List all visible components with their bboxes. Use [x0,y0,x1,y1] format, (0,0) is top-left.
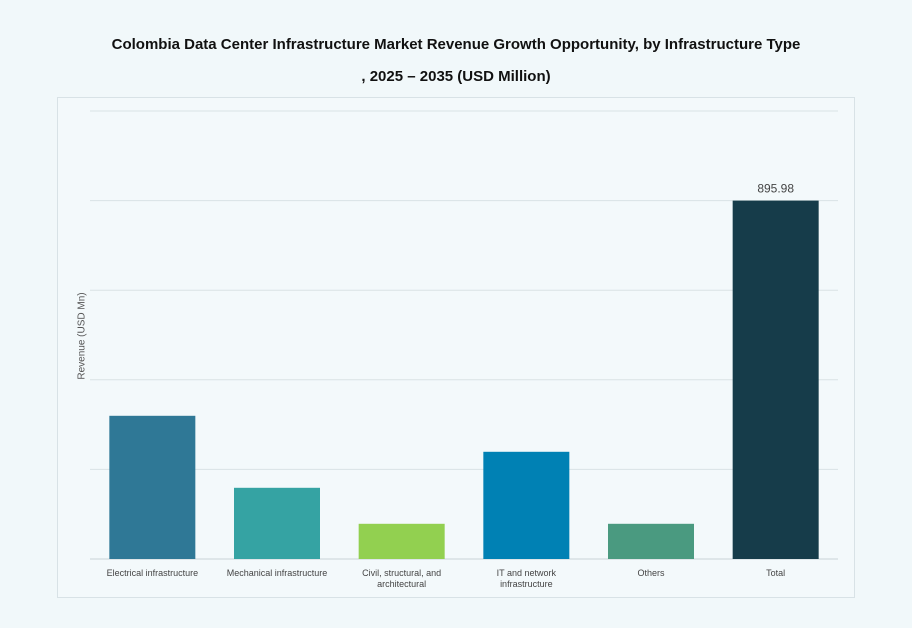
bar-1 [234,487,320,559]
bar-3 [483,451,570,559]
bar-5 [732,200,819,559]
x-tick-label: Electrical infrastructure [107,568,199,578]
x-tick-label: IT and network [497,568,557,578]
data-label: 895.98 [757,182,794,196]
bar-0 [109,415,196,559]
x-tick-label: infrastructure [500,579,553,589]
chart-title-line2: , 2025 – 2035 (USD Million) [361,68,551,85]
bar-4 [608,523,694,559]
x-tick-label: architectural [377,579,426,589]
bar-2 [358,523,445,559]
x-tick-label: Mechanical infrastructure [227,568,328,578]
x-tick-label: Civil, structural, and [362,568,441,578]
x-tick-label: Total [766,568,785,578]
chart-title-line1: Colombia Data Center Infrastructure Mark… [111,36,801,53]
x-tick-label: Others [637,568,665,578]
